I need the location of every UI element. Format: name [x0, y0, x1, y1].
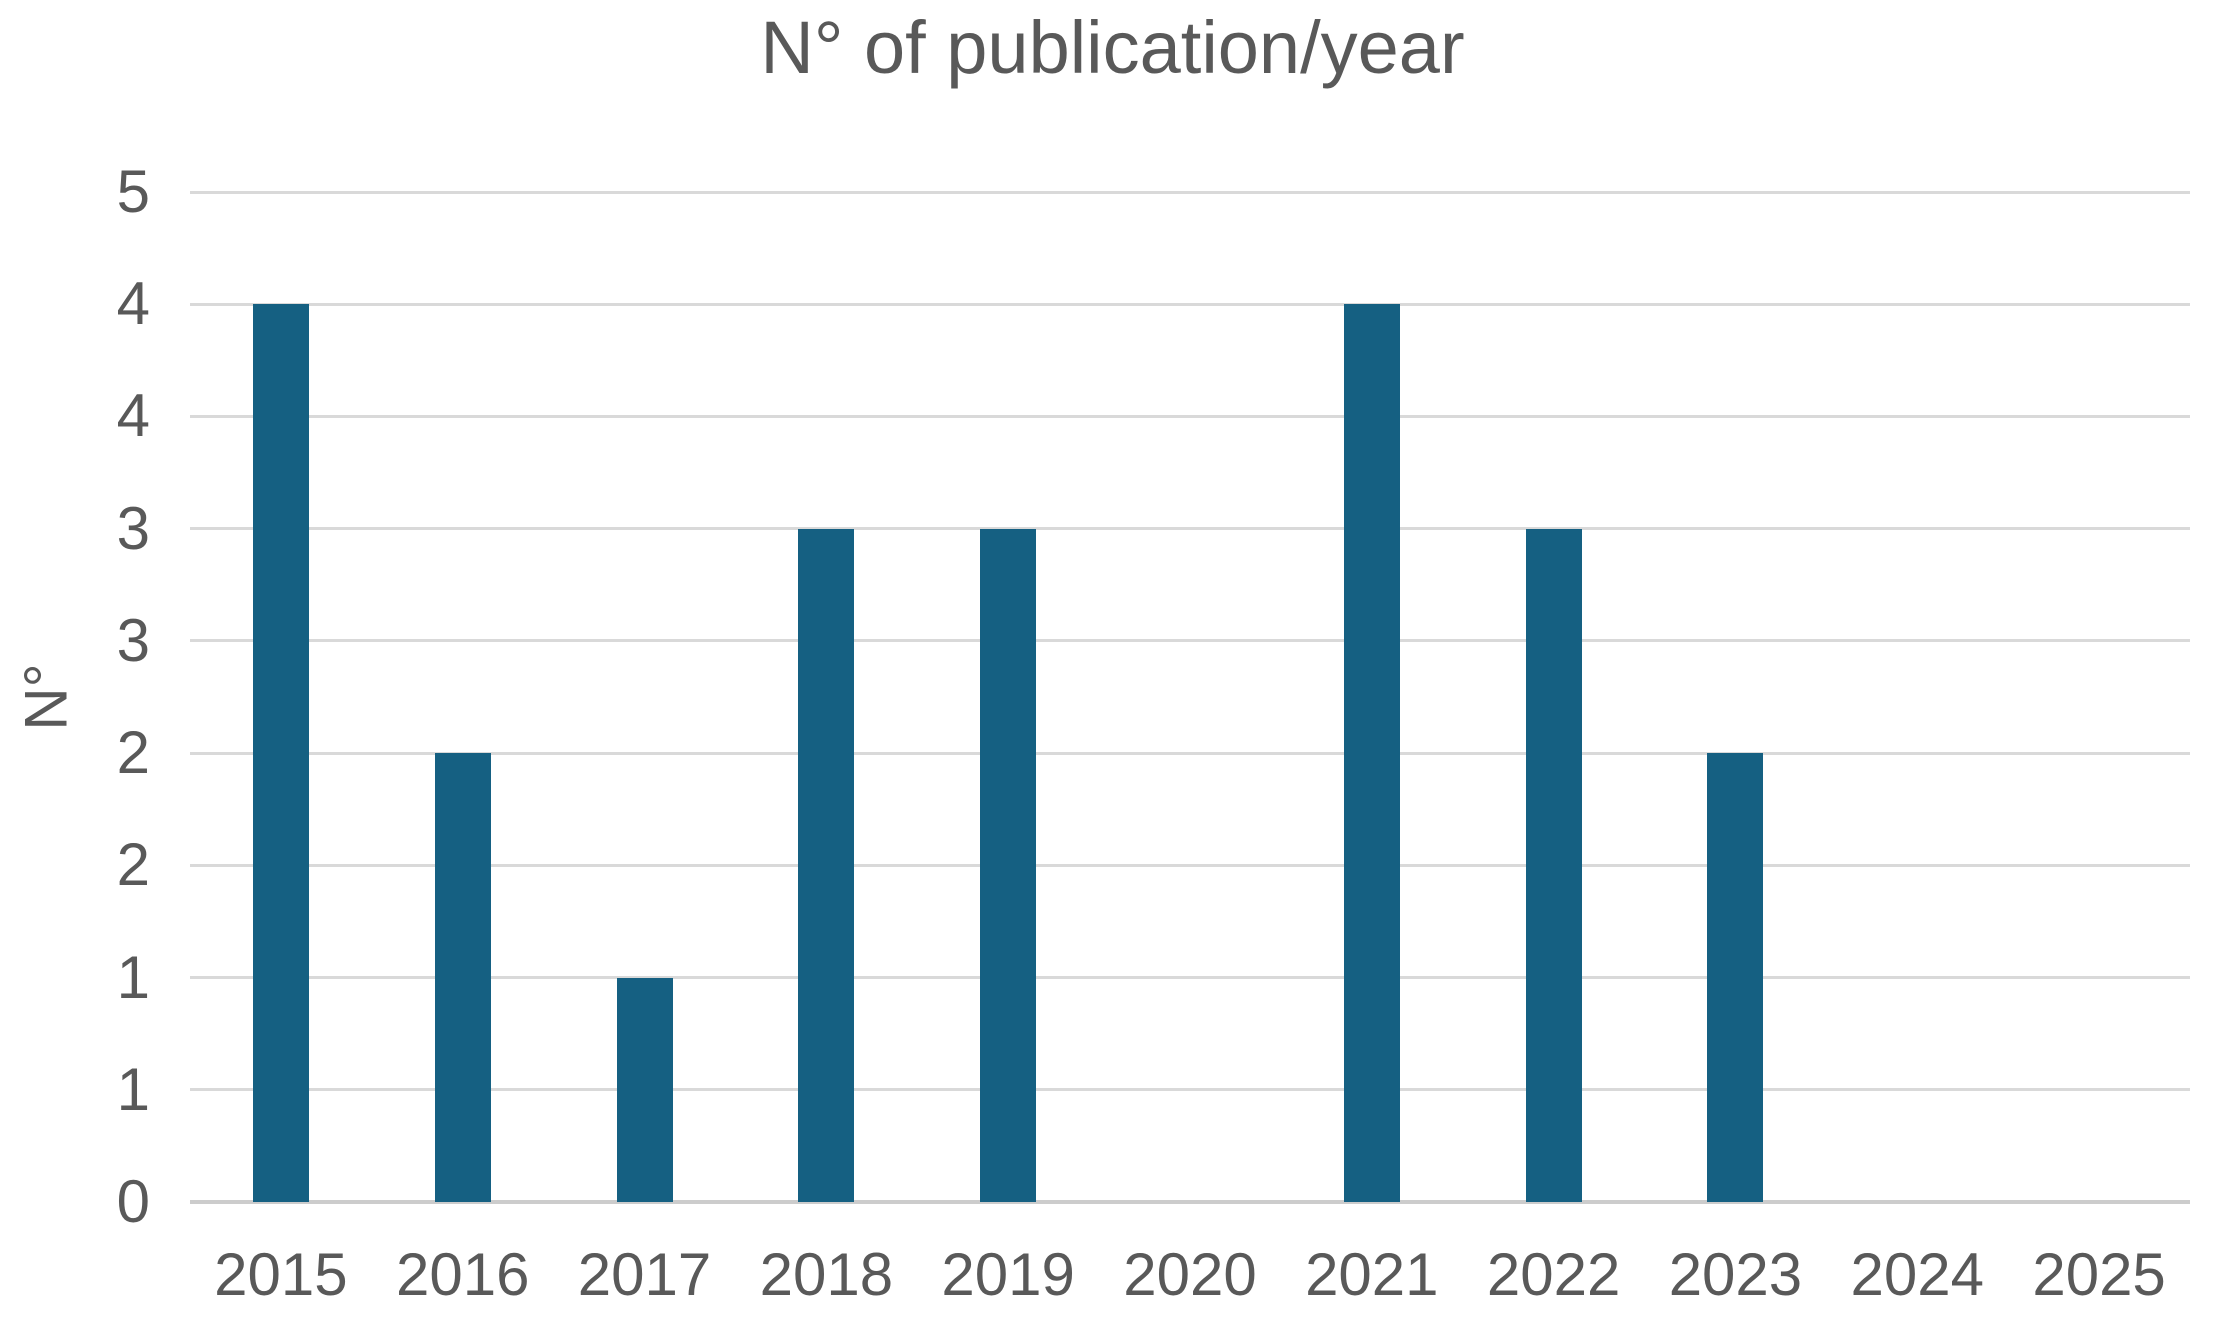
y-axis-title: N°: [12, 663, 80, 731]
gridline: [190, 863, 2190, 867]
x-tick-label: 2022: [1486, 1241, 1621, 1308]
y-tick-label: 4: [116, 382, 150, 450]
y-tick-label: 1: [116, 943, 150, 1011]
x-tick-label: 2016: [395, 1241, 530, 1308]
gridline: [190, 527, 2190, 531]
y-tick-label: 3: [116, 606, 150, 674]
bar-2023: [1707, 753, 1764, 1202]
bar-2019: [980, 528, 1037, 1202]
bar-2016: [434, 753, 491, 1202]
y-tick-label: 5: [116, 158, 150, 225]
plot-area: [190, 190, 2190, 1204]
y-tick-label: 2: [116, 719, 150, 787]
bar-2022: [1525, 528, 1582, 1202]
y-tick-label: 0: [116, 1168, 150, 1235]
x-axis-line: [190, 1200, 2190, 1204]
y-tick-label: 2: [116, 831, 150, 899]
x-tick-label: 2017: [577, 1241, 712, 1308]
gridline: [190, 976, 2190, 980]
chart-title: N° of publication/year: [760, 6, 1465, 89]
gridline: [190, 190, 2190, 194]
gridline: [190, 414, 2190, 418]
x-tick-label: 2024: [1850, 1241, 1984, 1308]
x-tick-label: 2021: [1305, 1241, 1439, 1308]
x-tick-label: 2023: [1668, 1241, 1803, 1308]
gridline: [190, 302, 2190, 306]
bar-2021: [1343, 304, 1400, 1202]
gridline: [190, 751, 2190, 755]
y-tick-label: 1: [116, 1055, 150, 1123]
bar-2015: [252, 304, 309, 1202]
x-tick-label: 2020: [1123, 1241, 1257, 1308]
x-tick-label: 2025: [2032, 1241, 2166, 1308]
gridline: [190, 639, 2190, 643]
bar-2017: [616, 977, 673, 1202]
gridline: [190, 1088, 2190, 1092]
x-tick-label: 2019: [941, 1241, 1075, 1308]
y-tick-label: 4: [116, 270, 150, 338]
x-tick-label: 2018: [759, 1241, 894, 1308]
x-tick-label: 2015: [214, 1241, 348, 1308]
y-tick-label: 3: [116, 494, 150, 562]
bar-2018: [798, 528, 855, 1202]
